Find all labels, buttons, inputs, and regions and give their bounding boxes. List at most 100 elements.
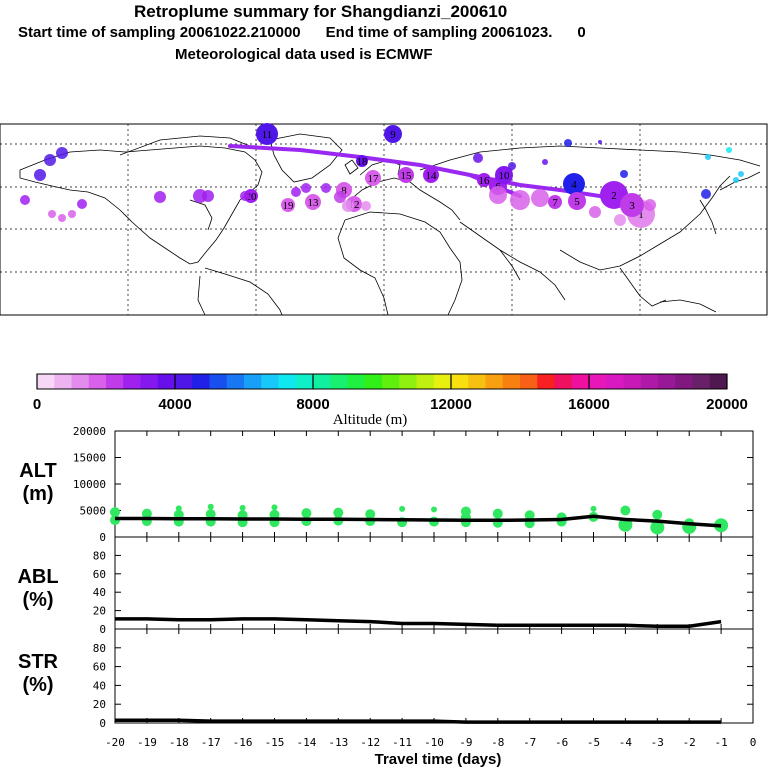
- panel-title: ALT: [19, 460, 56, 482]
- colorbar-cells: [37, 374, 728, 389]
- x-tick-label: -10: [424, 736, 444, 749]
- colorbar-cell: [175, 374, 193, 389]
- colorbar-cell: [157, 374, 176, 389]
- colorbar-label: Altitude (m): [333, 412, 408, 428]
- plume-dot: [202, 190, 214, 202]
- x-tick-label: -12: [360, 736, 380, 749]
- plume-dot: [34, 169, 46, 181]
- colorbar-cell: [37, 374, 55, 389]
- plume-dot: [738, 171, 744, 177]
- plume-dot: [321, 183, 331, 193]
- y-tick-label: 5000: [80, 505, 107, 518]
- x-tick-label: -4: [619, 736, 633, 749]
- plume-dot: [77, 199, 87, 209]
- plume-marker-label: 17: [368, 173, 380, 185]
- plume-dot: [489, 186, 507, 204]
- plume-marker-label: 14: [426, 170, 438, 182]
- plume-marker-label: 13: [308, 197, 320, 209]
- sampling-times: Start time of sampling 20061022.210000 E…: [18, 24, 586, 41]
- abl-line: [115, 617, 722, 628]
- chart-title: Retroplume summary for Shangdianzi_20061…: [134, 2, 508, 21]
- y-tick-label: 40: [93, 679, 106, 692]
- plume-dot: [58, 214, 66, 222]
- x-tick-label: -15: [265, 736, 285, 749]
- str-line: [115, 718, 722, 724]
- plume-marker: [568, 192, 586, 210]
- colorbar-cell: [295, 374, 314, 389]
- colorbar-cell: [589, 374, 607, 389]
- plume-marker: [477, 173, 491, 187]
- plume-marker: [356, 155, 368, 167]
- colorbar-cell: [485, 374, 504, 389]
- x-tick-label: -18: [169, 736, 189, 749]
- x-tick-label: -9: [459, 736, 472, 749]
- x-tick-label: -2: [683, 736, 696, 749]
- plume-marker-label: 9: [390, 129, 396, 141]
- colorbar-cell: [433, 374, 452, 389]
- y-tick-label: 60: [93, 568, 106, 581]
- plume-marker-label: 10: [499, 170, 511, 182]
- panel-frame: [114, 628, 754, 724]
- plume-marker-label: 20: [246, 191, 258, 203]
- plume-dot: [68, 210, 76, 218]
- panel-frame: [114, 536, 754, 630]
- x-tick-label: -6: [555, 736, 568, 749]
- y-tick-label: 60: [93, 661, 106, 674]
- plume-marker: [256, 123, 278, 145]
- plume-markers: 1191234567810121314151617181920: [20, 123, 744, 228]
- plume-dot: [154, 191, 166, 203]
- altitude-point: [620, 505, 631, 516]
- altitude-point: [207, 503, 214, 510]
- colorbar-cell: [88, 374, 107, 389]
- x-tick-label: 0: [750, 736, 757, 749]
- colorbar-tick-label: 0: [33, 396, 41, 413]
- time-series-panels: ALT(m)05000100001500020000ABL(%)02040608…: [17, 425, 756, 749]
- map-frame: [0, 123, 768, 316]
- y-tick-label: 0: [99, 623, 106, 636]
- altitude-point: [269, 509, 280, 520]
- x-tick-label: -19: [137, 736, 157, 749]
- plume-marker-label: 12: [349, 199, 360, 211]
- colorbar-cell: [468, 374, 486, 389]
- plume-dot: [644, 199, 656, 211]
- plume-dot: [598, 140, 602, 144]
- plume-dot: [620, 170, 628, 178]
- plume-marker-label: 4: [571, 179, 577, 191]
- altitude-point: [175, 505, 182, 512]
- colorbar-cell: [313, 374, 331, 389]
- x-tick-label: -14: [296, 736, 316, 749]
- x-tick-label: -8: [491, 736, 504, 749]
- x-tick-label: -1: [714, 736, 727, 749]
- colorbar-tick-label: 8000: [296, 396, 329, 413]
- plume-dot: [510, 190, 530, 210]
- y-tick-label: 20: [93, 605, 106, 618]
- colorbar-cell: [399, 374, 417, 389]
- colorbar-cell: [537, 374, 555, 389]
- x-tick-label: -3: [651, 736, 664, 749]
- colorbar-cell: [106, 374, 124, 389]
- altitude-point: [590, 505, 597, 512]
- plume-dot: [473, 153, 483, 163]
- panel-title: ABL: [17, 566, 58, 588]
- y-tick-label: 80: [93, 549, 106, 562]
- altitude-point: [239, 504, 246, 511]
- plume-dot: [361, 201, 371, 211]
- plume-marker-label: 19: [283, 200, 295, 212]
- colorbar-cell: [364, 374, 383, 389]
- plume-dot: [508, 162, 516, 170]
- altitude-point: [492, 508, 503, 519]
- plume-dot: [614, 214, 626, 226]
- plume-dot: [589, 206, 601, 218]
- altitude-point: [365, 509, 376, 520]
- alt-line: [115, 514, 722, 528]
- plume-dot: [48, 210, 56, 218]
- colorbar-cell: [244, 374, 262, 389]
- plume-dot: [240, 191, 250, 201]
- colorbar-cell: [606, 374, 624, 389]
- y-tick-label: 20: [93, 698, 106, 711]
- colorbar-tick-label: 16000: [568, 396, 610, 413]
- altitude-point: [110, 507, 120, 518]
- plume-dot: [564, 139, 572, 147]
- plume-dot: [542, 159, 548, 165]
